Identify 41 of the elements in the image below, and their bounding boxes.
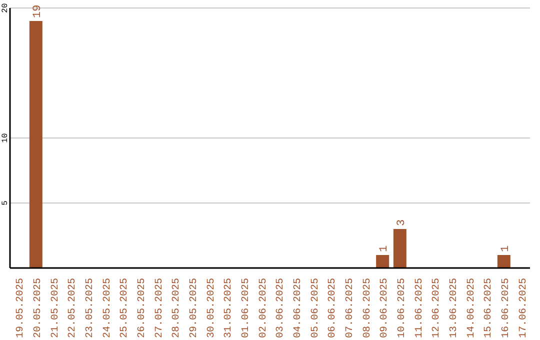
data-label: 1 bbox=[500, 245, 512, 252]
bar bbox=[393, 229, 406, 268]
x-tick-label: 30.05.2025 bbox=[206, 278, 218, 338]
x-tick-label: 25.05.2025 bbox=[120, 278, 131, 338]
x-tick-label: 15.06.2025 bbox=[484, 278, 495, 338]
x-tick-label: 09.06.2025 bbox=[380, 278, 391, 338]
x-tick-label: 16.06.2025 bbox=[501, 278, 512, 338]
x-tick-label: 10.06.2025 bbox=[397, 278, 408, 338]
x-tick-label: 08.06.2025 bbox=[362, 278, 374, 338]
bar bbox=[29, 21, 42, 268]
x-tick-label: 22.05.2025 bbox=[68, 278, 79, 338]
x-tick-label: 13.06.2025 bbox=[449, 278, 460, 338]
x-tick-label: 04.06.2025 bbox=[293, 278, 304, 338]
x-tick-label: 01.06.2025 bbox=[241, 278, 252, 338]
x-tick-label: 31.05.2025 bbox=[224, 278, 235, 338]
x-tick-label: 20.05.2025 bbox=[33, 278, 44, 338]
x-tick-label: 23.05.2025 bbox=[85, 278, 96, 338]
bar bbox=[376, 255, 390, 268]
x-tick-label: 24.05.2025 bbox=[102, 278, 114, 338]
x-tick-label: 26.05.2025 bbox=[137, 278, 148, 338]
bar bbox=[497, 255, 510, 268]
x-tick-label: 06.06.2025 bbox=[328, 278, 339, 338]
x-tick-label: 11.06.2025 bbox=[414, 278, 426, 338]
data-label: 1 bbox=[378, 245, 391, 252]
x-tick-label: 12.06.2025 bbox=[432, 278, 443, 338]
x-tick-label: 07.06.2025 bbox=[345, 278, 356, 338]
x-tick-label: 21.05.2025 bbox=[50, 278, 62, 338]
data-label: 3 bbox=[396, 219, 408, 226]
x-tick-label: 02.06.2025 bbox=[258, 278, 270, 338]
x-tick-label: 05.06.2025 bbox=[310, 278, 322, 338]
x-tick-label: 17.06.2025 bbox=[518, 278, 530, 338]
x-tick-label: 27.05.2025 bbox=[154, 278, 166, 338]
x-tick-label: 19.05.2025 bbox=[16, 278, 27, 338]
data-label: 19 bbox=[32, 4, 44, 18]
x-tick-label: 14.06.2025 bbox=[466, 278, 478, 338]
y-tick-label: 10 bbox=[1, 133, 10, 143]
x-tick-label: 29.05.2025 bbox=[189, 278, 200, 338]
x-tick-label: 03.06.2025 bbox=[276, 278, 287, 338]
y-tick-label: 20 bbox=[1, 3, 10, 13]
y-tick-label: 5 bbox=[1, 200, 10, 206]
x-tick-label: 28.05.2025 bbox=[172, 278, 183, 338]
